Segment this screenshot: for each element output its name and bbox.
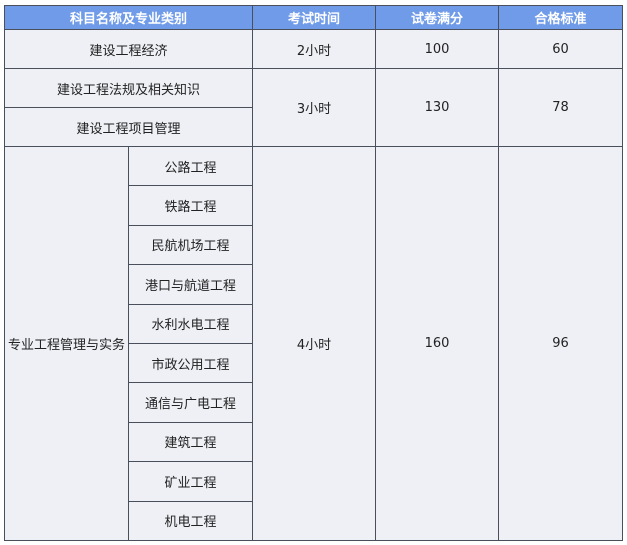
table-row: 港口与航道工程	[5, 264, 623, 305]
table-row: 铁路工程	[5, 185, 623, 226]
practice-subject-cell: 专业工程管理与实务	[4, 146, 129, 541]
pass-score-cell: 96	[498, 146, 624, 541]
subject-cell: 建设工程法规及相关知识	[3, 68, 254, 108]
category-cell: 铁路工程	[127, 185, 254, 226]
category-cell: 水利水电工程	[127, 303, 254, 344]
table-row: 建筑工程	[5, 421, 623, 463]
subject-cell: 建设工程项目管理	[3, 107, 254, 147]
table-row: 建设工程法规及相关知识 3小时 130 78	[3, 68, 624, 147]
category-cell: 建筑工程	[127, 421, 254, 463]
header-pass-score: 合格标准	[498, 5, 624, 30]
category-cell: 市政公用工程	[127, 342, 254, 384]
table-row: 建设工程经济 2小时 100 60	[3, 29, 624, 69]
table-row: 专业工程管理与实务 公路工程 4小时 160 96	[4, 145, 624, 541]
table-row: 通信与广电工程	[5, 382, 623, 423]
table-row: 民航机场工程	[5, 224, 623, 266]
pass-score-cell: 78	[498, 68, 624, 147]
table-header-row: 科目名称及专业类别 考试时间 试卷满分 合格标准	[3, 5, 624, 30]
time-cell: 2小时	[252, 29, 377, 69]
table-row: 矿业工程	[5, 461, 623, 502]
category-cell: 港口与航道工程	[127, 264, 254, 305]
exam-subjects-table: 科目名称及专业类别 考试时间 试卷满分 合格标准 建设工程经济 2小时 100 …	[3, 5, 624, 541]
time-cell: 3小时	[252, 68, 377, 147]
header-full-score: 试卷满分	[375, 5, 500, 30]
full-score-cell: 100	[375, 29, 500, 69]
subject-cell: 建设工程经济	[3, 29, 254, 69]
header-time: 考试时间	[252, 5, 377, 30]
full-score-cell: 130	[375, 68, 500, 147]
header-subject: 科目名称及专业类别	[3, 5, 254, 30]
category-cell: 矿业工程	[127, 461, 254, 502]
full-score-cell: 160	[375, 146, 500, 541]
category-cell: 公路工程	[127, 145, 254, 187]
table-row: 水利水电工程	[5, 303, 623, 344]
table-row: 建设工程项目管理	[3, 107, 623, 147]
time-cell: 4小时	[252, 146, 377, 541]
table-row: 机电工程	[5, 500, 623, 541]
category-cell: 机电工程	[127, 500, 254, 541]
pass-score-cell: 60	[498, 29, 624, 69]
table-row: 市政公用工程	[5, 342, 623, 384]
category-cell: 通信与广电工程	[127, 382, 254, 423]
category-cell: 民航机场工程	[127, 224, 254, 266]
